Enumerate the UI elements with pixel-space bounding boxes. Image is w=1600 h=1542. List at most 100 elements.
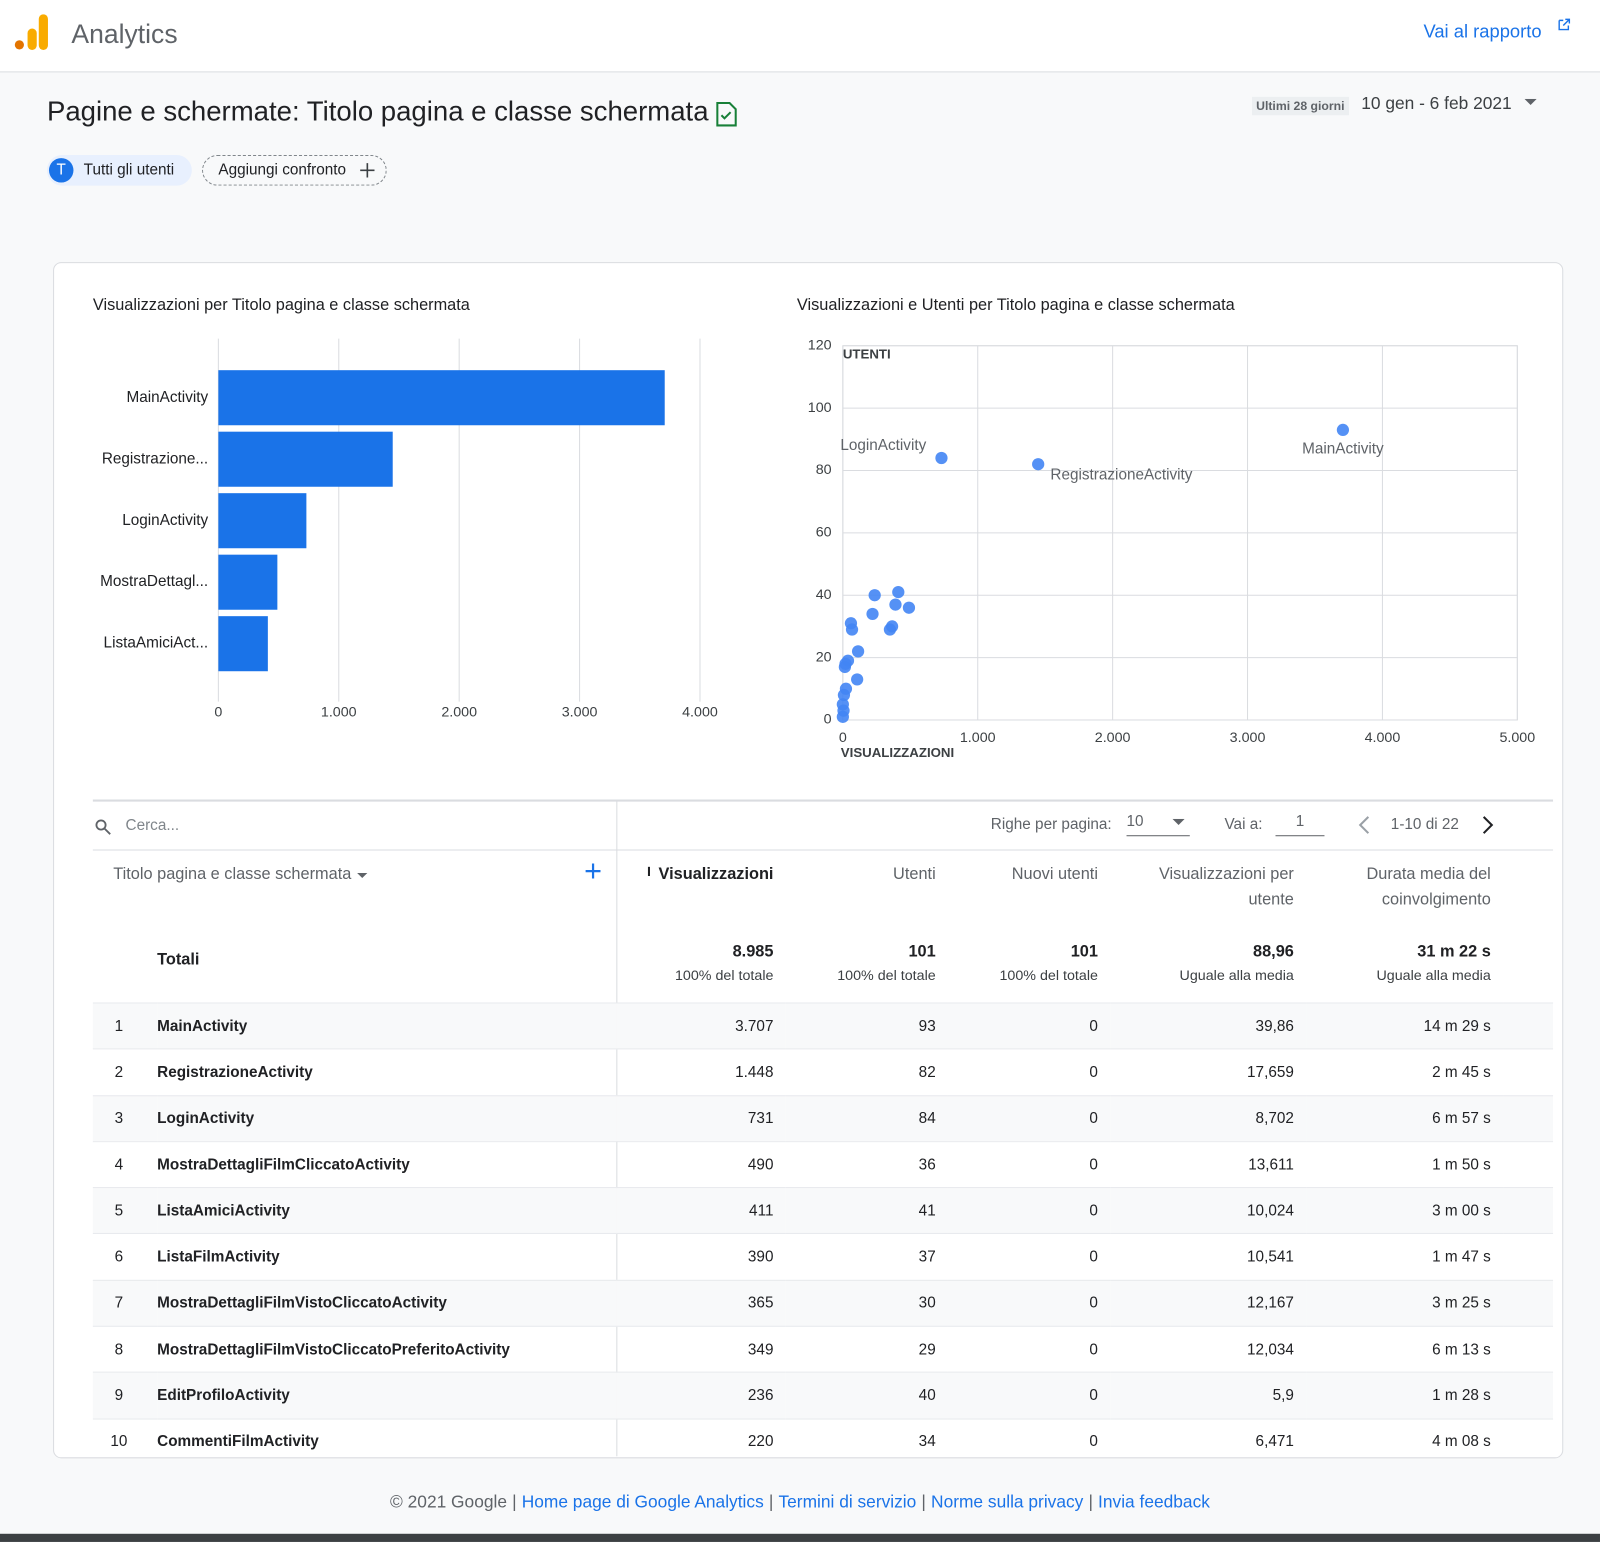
row-value: 0 xyxy=(947,1094,1111,1142)
column-header[interactable]: Nuovi utenti xyxy=(948,849,1110,917)
separator: | xyxy=(768,1491,774,1512)
row-name[interactable]: MostraDettagliFilmCliccatoActivity xyxy=(157,1141,617,1188)
row-name[interactable]: CommentiFilmActivity xyxy=(157,1418,617,1465)
x-tick-label: 0 xyxy=(839,730,847,746)
total-share: 100% del totale xyxy=(674,966,774,983)
row-name[interactable]: RegistrazioneActivity xyxy=(157,1048,617,1096)
total-value: 31 m 22 s xyxy=(1417,942,1491,961)
segment-initial: T xyxy=(48,158,74,183)
table-body: Titolo pagina e classe schermata + Visuali… xyxy=(92,849,1554,1465)
row-value: 220 xyxy=(616,1418,786,1465)
footer-link[interactable]: Termini di servizio xyxy=(778,1491,917,1512)
data-row: 6 ListaFilmActivity 390 37 0 10,541 1 m 47 s xyxy=(92,1233,1554,1281)
next-page[interactable] xyxy=(1482,816,1494,834)
separator: | xyxy=(512,1491,517,1512)
footer-link[interactable]: Home page di Google Analytics xyxy=(521,1491,764,1512)
row-value: 40 xyxy=(785,1372,948,1419)
x-tick-label: 5.000 xyxy=(1499,730,1535,746)
row-value: 1 m 28 s xyxy=(1306,1372,1504,1419)
footer-link[interactable]: Norme sulla privacy xyxy=(931,1491,1084,1512)
data-row: 5 ListaAmiciActivity 411 41 0 10,024 3 m 00 s xyxy=(92,1187,1554,1234)
spacer xyxy=(1503,1233,1554,1281)
y-tick-label: 120 xyxy=(808,337,832,353)
category-label: MainActivity xyxy=(127,389,209,406)
total-cell: 31 m 22 s Uguale alla media xyxy=(1306,918,1503,1003)
rows-per-page-select[interactable]: 10 xyxy=(1126,813,1190,837)
row-number: 6 xyxy=(92,1233,158,1281)
scatter-point xyxy=(866,607,879,621)
x-tick-label: 4.000 xyxy=(682,705,718,721)
x-tick-label: 0 xyxy=(214,705,222,721)
date-range[interactable]: 10 gen - 6 feb 2021 xyxy=(1361,93,1512,114)
row-value: 411 xyxy=(616,1187,786,1234)
date-range-label: Ultimi 28 giorni xyxy=(1252,96,1349,116)
x-tick-label: 1.000 xyxy=(960,730,996,746)
spacer xyxy=(1503,1048,1554,1096)
total-value: 88,96 xyxy=(1253,942,1294,961)
column-header[interactable]: Visualizzazioni per utente xyxy=(1110,849,1306,917)
row-name[interactable]: MostraDettagliFilmVistoCliccatoPreferito… xyxy=(157,1325,617,1373)
x-tick-label: 2.000 xyxy=(441,705,477,721)
scatter-point xyxy=(883,623,897,636)
add-comparison-chip[interactable] xyxy=(202,155,387,186)
goto-input[interactable]: 1 xyxy=(1275,813,1325,837)
row-value: 6 m 57 s xyxy=(1306,1094,1504,1142)
row-value: 12,167 xyxy=(1110,1279,1307,1327)
row-value: 349 xyxy=(616,1325,786,1373)
row-value: 8,702 xyxy=(1110,1094,1307,1142)
x-tick-label: 3.000 xyxy=(562,705,598,721)
x-axis-title: VISUALIZZAZIONI xyxy=(841,745,954,760)
row-name[interactable]: MostraDettagliFilmVistoCliccatoActivity xyxy=(157,1279,617,1327)
column-header[interactable]: Durata media del coinvolgimento xyxy=(1306,849,1503,917)
y-tick-label: 100 xyxy=(808,400,832,416)
report-link[interactable]: Vai al rapporto xyxy=(1423,21,1542,42)
spacer xyxy=(93,918,157,1003)
row-value: 0 xyxy=(947,1002,1111,1050)
row-value: 36 xyxy=(785,1141,948,1188)
row-number: 5 xyxy=(92,1187,158,1234)
column-header[interactable]: Utenti xyxy=(786,849,948,917)
spacer xyxy=(1503,1279,1554,1327)
point-label: MainActivity xyxy=(1302,440,1384,457)
add-dimension[interactable]: + xyxy=(584,854,603,889)
total-cell: 101 100% del totale xyxy=(786,918,948,1003)
scatter-point xyxy=(839,657,852,670)
prev-page[interactable] xyxy=(1358,816,1370,834)
total-cell: 101 100% del totale xyxy=(948,918,1110,1003)
scatter-point xyxy=(902,601,916,614)
column-header-text[interactable]: Titolo pagina e classe schermata xyxy=(113,865,352,884)
row-value: 0 xyxy=(947,1048,1111,1096)
footer-link[interactable]: Invia feedback xyxy=(1098,1491,1210,1512)
add-comparison: Aggiungi confronto xyxy=(218,161,347,179)
toolbar-divider xyxy=(92,849,1554,851)
sort-arrow xyxy=(644,866,655,880)
row-name[interactable]: MainActivity xyxy=(157,1002,617,1050)
row-value: 5,9 xyxy=(1110,1372,1307,1419)
spacer xyxy=(1503,1141,1554,1188)
row-name[interactable]: ListaFilmActivity xyxy=(157,1233,617,1281)
spacer xyxy=(1503,1372,1554,1419)
row-name[interactable]: EditProfiloActivity xyxy=(157,1372,617,1419)
y-tick-label: 40 xyxy=(816,587,832,603)
page-range: 1-10 di 22 xyxy=(1390,815,1459,834)
row-value: 10,024 xyxy=(1110,1187,1307,1234)
row-value: 10,541 xyxy=(1110,1233,1307,1281)
scatter-point xyxy=(868,589,881,602)
column-header-text: Visualizzazioni per utente xyxy=(1158,865,1294,909)
data-row: 1 MainActivity 3.707 93 0 39,86 14 m 29 s xyxy=(92,1002,1554,1050)
scatter-point xyxy=(851,673,864,686)
column-header[interactable]: Visualizzazioni xyxy=(616,849,785,917)
row-name[interactable]: LoginActivity xyxy=(157,1094,617,1142)
row-number: 7 xyxy=(92,1279,158,1327)
spacer xyxy=(1503,1418,1554,1465)
total-share: Uguale alla media xyxy=(1376,966,1491,983)
y-tick-label: 0 xyxy=(824,712,832,728)
row-number: 4 xyxy=(92,1141,158,1188)
dropdown-caret xyxy=(1524,98,1537,106)
row-name[interactable]: ListaAmiciActivity xyxy=(157,1187,617,1234)
search-input[interactable]: Cerca... xyxy=(125,816,180,835)
segment-name: Tutti gli utenti xyxy=(83,161,175,179)
row-value: 29 xyxy=(785,1325,948,1373)
column-header-text: Utenti xyxy=(893,865,936,884)
